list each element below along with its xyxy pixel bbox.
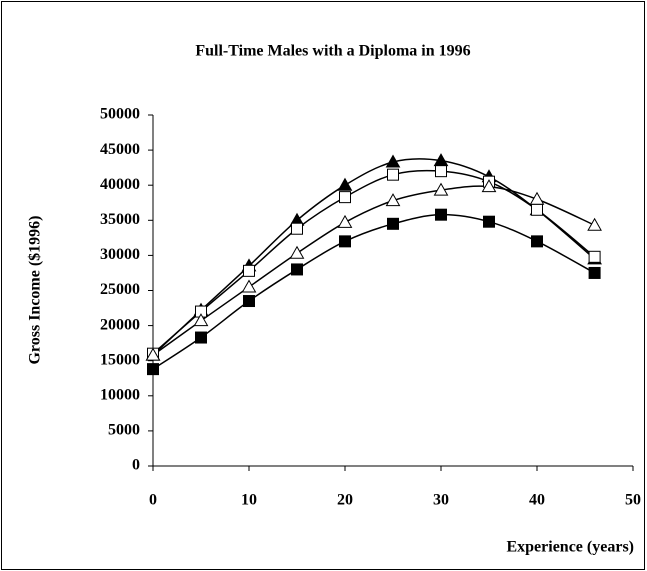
- marker: [243, 295, 255, 308]
- marker: [587, 217, 602, 231]
- series-line: [152, 213, 595, 370]
- y-axis-label: Gross Income ($1996): [27, 215, 44, 364]
- marker: [435, 208, 447, 221]
- series-line: [152, 158, 596, 356]
- marker: [588, 250, 601, 263]
- series-line: [152, 185, 595, 356]
- marker: [385, 193, 401, 207]
- marker: [241, 279, 257, 293]
- y-tick-label: 25000: [100, 281, 140, 298]
- x-tick-label: 30: [433, 492, 449, 509]
- y-tick-label: 35000: [100, 211, 140, 228]
- marker: [243, 264, 255, 277]
- marker: [433, 182, 449, 196]
- x-tick-label: 40: [529, 492, 545, 509]
- x-tick-label: 20: [337, 492, 353, 509]
- marker: [531, 235, 543, 248]
- chart-title: Full-Time Males with a Diploma in 1996: [195, 43, 470, 60]
- marker: [387, 168, 399, 181]
- y-tick-label: 45000: [100, 141, 140, 158]
- y-tick-label: 40000: [100, 176, 140, 193]
- marker: [588, 266, 601, 279]
- marker: [289, 245, 305, 259]
- marker: [337, 214, 353, 228]
- x-axis-label: Experience (years): [506, 539, 634, 556]
- y-tick-label: 5000: [108, 422, 140, 439]
- y-tick-label: 10000: [100, 386, 140, 403]
- marker: [291, 263, 303, 276]
- marker: [385, 154, 401, 168]
- series-line: [152, 169, 596, 355]
- marker: [147, 363, 159, 376]
- marker: [481, 179, 497, 193]
- marker: [339, 235, 351, 248]
- y-tick-label: 30000: [100, 246, 140, 263]
- y-tick-label: 0: [132, 457, 140, 474]
- marker: [483, 215, 495, 228]
- x-tick-label: 50: [625, 492, 641, 509]
- marker: [145, 347, 161, 361]
- marker: [339, 191, 351, 204]
- x-tick-label: 10: [241, 492, 257, 509]
- y-tick-label: 15000: [100, 351, 140, 368]
- marker: [193, 313, 209, 327]
- marker: [195, 331, 207, 344]
- marker: [435, 165, 447, 178]
- marker: [387, 217, 399, 230]
- marker: [291, 222, 303, 235]
- marker: [529, 191, 545, 205]
- y-tick-label: 20000: [100, 316, 140, 333]
- marker: [337, 177, 353, 191]
- y-tick-label: 50000: [100, 106, 140, 123]
- x-tick-label: 0: [149, 492, 157, 509]
- marker: [531, 203, 543, 216]
